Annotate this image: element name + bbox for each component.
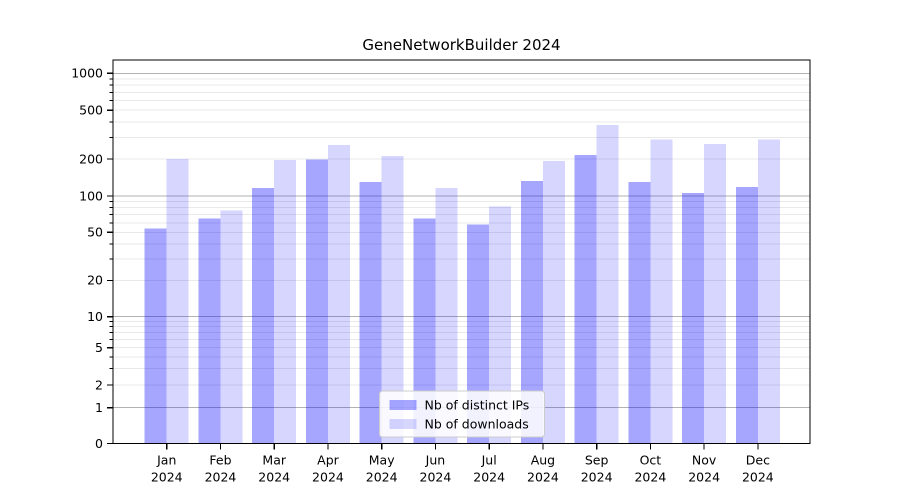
y-tick-label: 500 (79, 103, 103, 118)
y-tick-label: 1 (95, 400, 103, 415)
x-tick-label: 2024 (527, 470, 559, 485)
x-tick-label: Apr (317, 453, 339, 468)
x-tick-label: 2024 (742, 470, 774, 485)
bar-ips-7 (520, 180, 543, 444)
y-tick-label: 10 (87, 309, 103, 324)
bar-downloads-2 (274, 160, 297, 444)
bar-ips-11 (735, 187, 758, 444)
y-tick-label: 2 (95, 377, 103, 392)
x-tick-label: Sep (585, 453, 609, 468)
bar-downloads-4 (381, 156, 404, 444)
legend-label: Nb of distinct IPs (425, 398, 530, 413)
bar-downloads-0 (166, 158, 189, 444)
x-tick-label: 2024 (366, 470, 398, 485)
legend: Nb of distinct IPs Nb of downloads (379, 390, 545, 438)
x-tick-label: Mar (262, 453, 286, 468)
x-tick-label: Jan (156, 453, 176, 468)
bar-downloads-1 (220, 210, 243, 444)
x-tick-label: 2024 (688, 470, 720, 485)
bar-ips-5 (413, 218, 436, 444)
bar-downloads-6 (489, 206, 512, 444)
x-tick-label: Feb (209, 453, 231, 468)
y-tick-label: 0 (95, 436, 103, 451)
y-tick-label: 20 (87, 273, 103, 288)
bar-downloads-3 (327, 145, 350, 444)
x-tick-label: 2024 (205, 470, 237, 485)
x-tick-label: 2024 (634, 470, 666, 485)
bar-ips-2 (252, 188, 275, 444)
legend-swatch-ips (389, 400, 417, 410)
bar-ips-3 (305, 159, 328, 444)
y-tick-label: 200 (79, 151, 103, 166)
legend-swatch-downloads (389, 419, 417, 429)
y-tick-label: 5 (95, 340, 103, 355)
legend-label: Nb of downloads (425, 417, 529, 432)
x-tick-label: 2024 (420, 470, 452, 485)
x-tick-label: 2024 (473, 470, 505, 485)
x-tick-label: May (369, 453, 395, 468)
bar-ips-0 (144, 228, 167, 444)
bar-downloads-11 (757, 139, 780, 444)
bar-downloads-7 (542, 160, 565, 444)
y-tick-label: 1000 (71, 66, 103, 81)
x-tick-label: Dec (746, 453, 770, 468)
x-tick-label: Jun (425, 453, 446, 468)
x-tick-label: 2024 (581, 470, 613, 485)
x-tick-label: Jul (481, 453, 497, 468)
x-tick-label: 2024 (151, 470, 183, 485)
y-tick-label: 100 (79, 188, 103, 203)
bar-downloads-10 (704, 144, 727, 444)
x-tick-label: Oct (640, 453, 662, 468)
bar-ips-4 (359, 182, 382, 444)
chart-title: GeneNetworkBuilder 2024 (362, 36, 561, 54)
bar-ips-10 (682, 192, 705, 444)
bar-downloads-5 (435, 188, 458, 444)
bar-ips-1 (198, 218, 221, 444)
bar-downloads-8 (596, 125, 619, 444)
bar-ips-9 (628, 182, 651, 444)
bar-ips-8 (574, 155, 597, 444)
bar-downloads-9 (650, 139, 673, 444)
x-tick-label: Nov (692, 453, 717, 468)
y-tick-label: 50 (87, 225, 103, 240)
x-tick-label: 2024 (312, 470, 344, 485)
x-tick-label: 2024 (258, 470, 290, 485)
x-tick-label: Aug (531, 453, 555, 468)
plot-frame (112, 59, 811, 445)
bar-ips-6 (467, 224, 490, 444)
